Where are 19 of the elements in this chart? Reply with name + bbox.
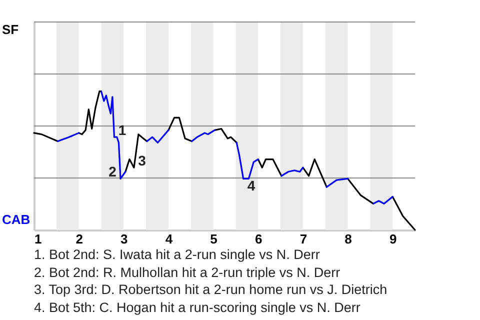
x-tick-label: 2	[76, 232, 83, 246]
x-tick-label: 5	[210, 232, 218, 246]
x-tick-label: 6	[255, 232, 262, 246]
x-tick-label: 9	[389, 232, 397, 246]
text: SF	[2, 22, 19, 37]
text: 3. Top 3rd: D. Robertson hit a 2-run home run vs J. Dietrich	[34, 281, 388, 298]
text: CAB	[2, 212, 30, 227]
x-tick-label: 3	[120, 232, 128, 246]
annotation: 1	[118, 122, 126, 138]
x-tick-label: 1	[34, 232, 42, 246]
annotation: 2	[108, 164, 117, 180]
text: 1. Bot 2nd: S. Iwata hit a 2-run single vs N. Derr	[34, 246, 321, 264]
text: 2. Bot 2nd: R. Mulhollan hit a 2-run triple vs N. Derr	[34, 264, 342, 281]
annotation: 3	[138, 152, 146, 169]
x-tick-label: 7	[300, 232, 308, 246]
x-tick-label: 4	[165, 232, 174, 246]
text: 4. Bot 5th: C. Hogan hit a run-scoring single vs N. Derr	[34, 298, 362, 316]
annotation: 4	[247, 178, 256, 194]
x-tick-label: 8	[344, 232, 352, 246]
